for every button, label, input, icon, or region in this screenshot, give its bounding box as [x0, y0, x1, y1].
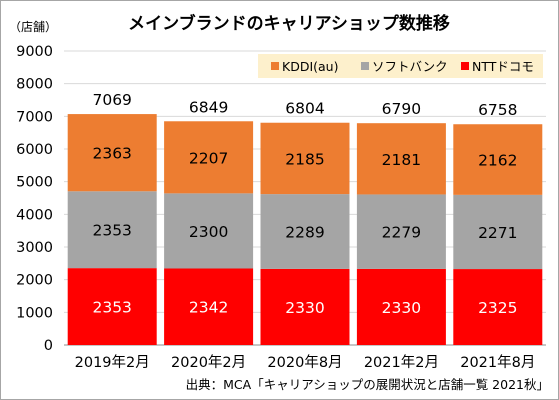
y-tick-label: 6000 — [16, 142, 53, 158]
y-axis-ticks: 0 1000 2000 3000 4000 5000 6000 7000 8000 9000 — [16, 44, 53, 354]
bar-segment — [164, 121, 254, 194]
bar-segment — [164, 193, 254, 269]
x-tick-label: 2020年2月 — [171, 354, 246, 371]
bar-segment — [356, 194, 446, 269]
y-axis-unit-label: （店舗） — [9, 20, 57, 34]
data-labels: 2353 2353 2363 7069 2342 2300 2207 6849 2330 2289… — [92, 91, 517, 317]
bar-segment — [260, 122, 350, 195]
data-label: 2162 — [478, 152, 517, 170]
x-axis-ticks: 2019年2月 2020年2月 2020年8月 2021年2月 2021年8月 — [75, 354, 536, 371]
data-label: 2363 — [92, 145, 131, 163]
y-tick-label: 7000 — [16, 109, 53, 125]
bar-segment — [67, 268, 157, 345]
data-label: 2342 — [189, 299, 228, 317]
x-tick-label: 2021年8月 — [460, 354, 535, 371]
data-label: 2279 — [382, 224, 421, 242]
bar-segment — [260, 194, 350, 269]
y-tick-label: 2000 — [16, 273, 53, 289]
legend-swatch — [461, 62, 469, 70]
total-label: 7069 — [92, 91, 131, 109]
total-label: 6758 — [478, 101, 517, 119]
data-label: 2185 — [285, 150, 324, 168]
y-tick-label: 0 — [44, 338, 53, 354]
bar-segment — [453, 194, 543, 270]
chart-title: メインブランドのキャリアショップ数推移 — [128, 13, 450, 34]
legend-box — [258, 54, 543, 78]
legend: KDDI(au) ソフトバンク NTTドコモ — [258, 54, 543, 78]
bar-segment — [453, 269, 543, 345]
bar-segment — [260, 268, 350, 345]
y-tick-label: 5000 — [16, 175, 53, 191]
data-label: 2353 — [92, 222, 131, 240]
data-label: 2181 — [382, 151, 421, 169]
legend-label: KDDI(au) — [282, 59, 338, 74]
total-label: 6790 — [382, 100, 421, 118]
y-tick-label: 4000 — [16, 207, 53, 223]
legend-label: ソフトバンク — [372, 59, 448, 74]
legend-swatch — [271, 62, 279, 70]
x-tick-label: 2021年2月 — [364, 354, 439, 371]
total-label: 6849 — [189, 98, 228, 116]
bars — [67, 114, 543, 345]
y-tick-label: 1000 — [16, 305, 53, 321]
source-note: 出典：MCA「キャリアショップの展開状況と店舗一覧 2021秋」 — [186, 377, 549, 392]
legend-label: NTTドコモ — [472, 59, 534, 74]
y-tick-label: 8000 — [16, 77, 53, 93]
bar-segment — [453, 124, 543, 195]
bar-segment — [67, 191, 157, 269]
bar-segment — [356, 268, 446, 345]
bar-segment — [67, 114, 157, 192]
data-label: 2289 — [285, 223, 324, 241]
bar-segment — [164, 268, 254, 345]
data-label: 2300 — [189, 223, 228, 241]
y-tick-label: 3000 — [16, 240, 53, 256]
y-tick-label: 9000 — [16, 44, 53, 60]
data-label: 2330 — [382, 299, 421, 317]
x-tick-label: 2019年2月 — [75, 354, 150, 371]
data-label: 2207 — [189, 149, 228, 167]
data-label: 2330 — [285, 299, 324, 317]
x-tick-label: 2020年8月 — [267, 354, 342, 371]
bar-segment — [356, 123, 446, 195]
data-label: 2271 — [478, 224, 517, 242]
data-label: 2325 — [478, 299, 517, 317]
total-label: 6804 — [285, 100, 324, 118]
legend-swatch — [361, 62, 369, 70]
data-label: 2353 — [92, 299, 131, 317]
